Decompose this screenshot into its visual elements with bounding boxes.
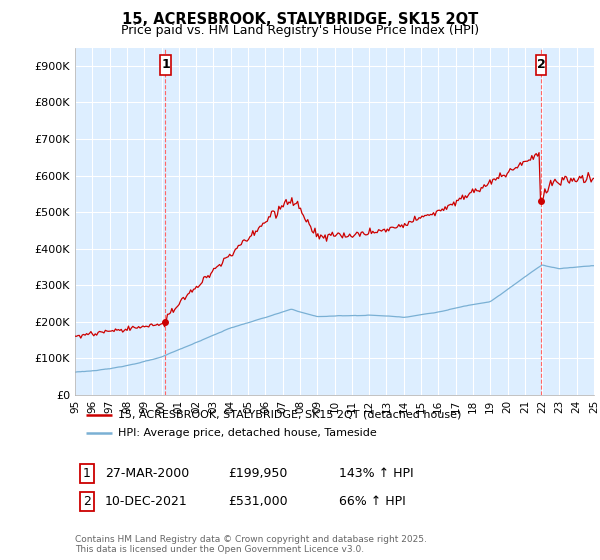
Text: 1: 1 (161, 58, 170, 72)
Text: Contains HM Land Registry data © Crown copyright and database right 2025.
This d: Contains HM Land Registry data © Crown c… (75, 535, 427, 554)
Text: Price paid vs. HM Land Registry's House Price Index (HPI): Price paid vs. HM Land Registry's House … (121, 24, 479, 36)
Text: 66% ↑ HPI: 66% ↑ HPI (339, 494, 406, 508)
Text: HPI: Average price, detached house, Tameside: HPI: Average price, detached house, Tame… (118, 428, 377, 438)
Text: 27-MAR-2000: 27-MAR-2000 (105, 466, 189, 480)
Text: £531,000: £531,000 (228, 494, 287, 508)
Text: 15, ACRESBROOK, STALYBRIDGE, SK15 2QT (detached house): 15, ACRESBROOK, STALYBRIDGE, SK15 2QT (d… (118, 410, 461, 420)
Text: 10-DEC-2021: 10-DEC-2021 (105, 494, 188, 508)
Text: £199,950: £199,950 (228, 466, 287, 480)
FancyBboxPatch shape (536, 55, 546, 74)
Text: 2: 2 (83, 494, 91, 508)
Text: 15, ACRESBROOK, STALYBRIDGE, SK15 2QT: 15, ACRESBROOK, STALYBRIDGE, SK15 2QT (122, 12, 478, 27)
Text: 2: 2 (536, 58, 545, 72)
Text: 143% ↑ HPI: 143% ↑ HPI (339, 466, 413, 480)
FancyBboxPatch shape (160, 55, 170, 74)
Text: 1: 1 (83, 466, 91, 480)
